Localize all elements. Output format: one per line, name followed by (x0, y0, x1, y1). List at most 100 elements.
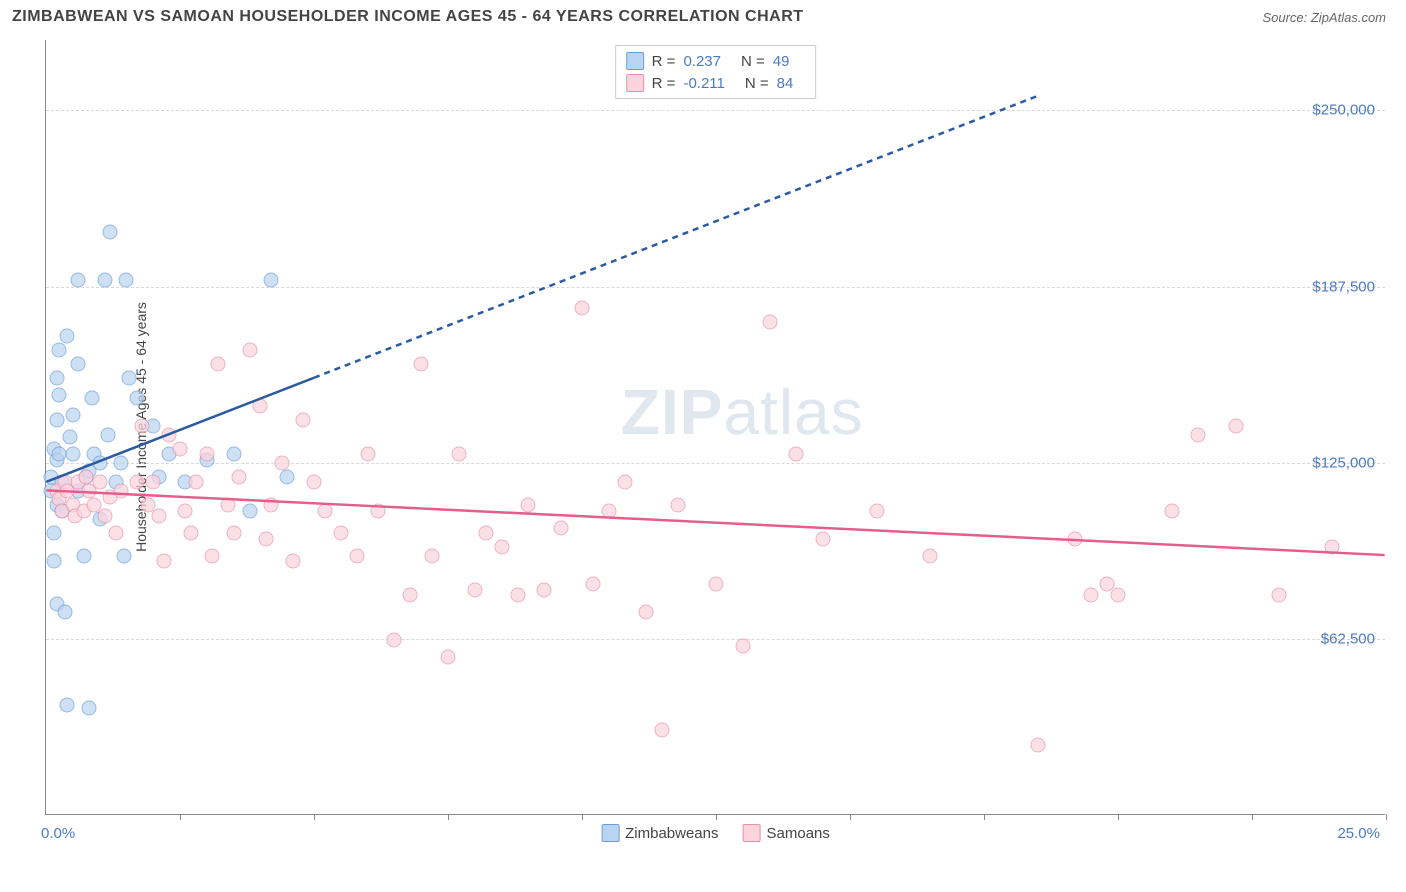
scatter-point (60, 328, 75, 343)
scatter-point (1191, 427, 1206, 442)
x-tick (314, 814, 315, 820)
scatter-point (183, 526, 198, 541)
scatter-point (585, 576, 600, 591)
scatter-point (923, 548, 938, 563)
scatter-point (49, 371, 64, 386)
x-tick (582, 814, 583, 820)
scatter-point (116, 548, 131, 563)
scatter-point (242, 343, 257, 358)
scatter-point (57, 605, 72, 620)
scatter-point (735, 638, 750, 653)
scatter-point (226, 447, 241, 462)
x-tick (180, 814, 181, 820)
y-tick-label: $250,000 (1312, 102, 1375, 119)
scatter-point (52, 343, 67, 358)
scatter-point (47, 554, 62, 569)
scatter-point (639, 605, 654, 620)
legend-swatch (626, 74, 644, 92)
x-axis-max-label: 25.0% (1337, 825, 1380, 842)
scatter-point (467, 582, 482, 597)
scatter-point (655, 723, 670, 738)
scatter-point (231, 469, 246, 484)
scatter-point (414, 357, 429, 372)
legend-n-label: N = (745, 75, 769, 92)
scatter-point (226, 526, 241, 541)
correlation-legend: R = 0.237N = 49R = -0.211 N = 84 (615, 45, 817, 99)
scatter-point (617, 475, 632, 490)
scatter-point (296, 413, 311, 428)
legend-n-value: 84 (777, 75, 794, 92)
scatter-point (869, 503, 884, 518)
scatter-point (1068, 531, 1083, 546)
scatter-point (114, 483, 129, 498)
scatter-point (173, 441, 188, 456)
scatter-point (307, 475, 322, 490)
scatter-point (537, 582, 552, 597)
series-legend-label: Samoans (767, 825, 830, 842)
x-axis-min-label: 0.0% (41, 825, 75, 842)
plot-area: Householder Income Ages 45 - 64 years ZI… (45, 40, 1385, 815)
scatter-point (92, 475, 107, 490)
chart-title: ZIMBABWEAN VS SAMOAN HOUSEHOLDER INCOME … (12, 8, 804, 26)
legend-r-value: 0.237 (683, 53, 721, 70)
scatter-point (97, 509, 112, 524)
scatter-point (84, 390, 99, 405)
scatter-point (441, 650, 456, 665)
scatter-point (242, 503, 257, 518)
scatter-point (510, 588, 525, 603)
chart-source: Source: ZipAtlas.com (1262, 10, 1386, 25)
scatter-point (146, 475, 161, 490)
scatter-point (424, 548, 439, 563)
legend-r-value: -0.211 (683, 75, 724, 92)
correlation-legend-row: R = 0.237N = 49 (626, 50, 806, 72)
scatter-point (119, 272, 134, 287)
scatter-point (317, 503, 332, 518)
scatter-point (71, 272, 86, 287)
scatter-point (199, 447, 214, 462)
scatter-point (65, 447, 80, 462)
scatter-point (264, 498, 279, 513)
scatter-point (151, 509, 166, 524)
scatter-point (100, 427, 115, 442)
scatter-point (494, 540, 509, 555)
scatter-point (135, 419, 150, 434)
x-tick (448, 814, 449, 820)
scatter-point (575, 300, 590, 315)
scatter-point (49, 413, 64, 428)
scatter-point (178, 503, 193, 518)
scatter-point (280, 469, 295, 484)
scatter-point (97, 272, 112, 287)
scatter-point (1030, 737, 1045, 752)
scatter-point (122, 371, 137, 386)
scatter-point (478, 526, 493, 541)
scatter-point (52, 388, 67, 403)
scatter-point (371, 503, 386, 518)
gridline (46, 287, 1385, 288)
scatter-point (709, 576, 724, 591)
scatter-point (1164, 503, 1179, 518)
scatter-point (221, 498, 236, 513)
scatter-point (1084, 588, 1099, 603)
x-tick (850, 814, 851, 820)
legend-swatch (626, 52, 644, 70)
scatter-point (65, 407, 80, 422)
scatter-point (451, 447, 466, 462)
legend-r-label: R = (652, 53, 676, 70)
scatter-point (205, 548, 220, 563)
x-tick (1118, 814, 1119, 820)
scatter-point (258, 531, 273, 546)
scatter-point (349, 548, 364, 563)
scatter-point (47, 526, 62, 541)
scatter-point (253, 399, 268, 414)
series-legend: ZimbabweansSamoans (601, 824, 830, 842)
x-tick (984, 814, 985, 820)
trend-lines-svg (46, 40, 1385, 814)
scatter-point (601, 503, 616, 518)
series-legend-item: Samoans (743, 824, 830, 842)
scatter-point (387, 633, 402, 648)
x-tick (1386, 814, 1387, 820)
scatter-point (274, 455, 289, 470)
scatter-point (285, 554, 300, 569)
scatter-point (156, 554, 171, 569)
chart-container: Householder Income Ages 45 - 64 years ZI… (0, 30, 1406, 880)
